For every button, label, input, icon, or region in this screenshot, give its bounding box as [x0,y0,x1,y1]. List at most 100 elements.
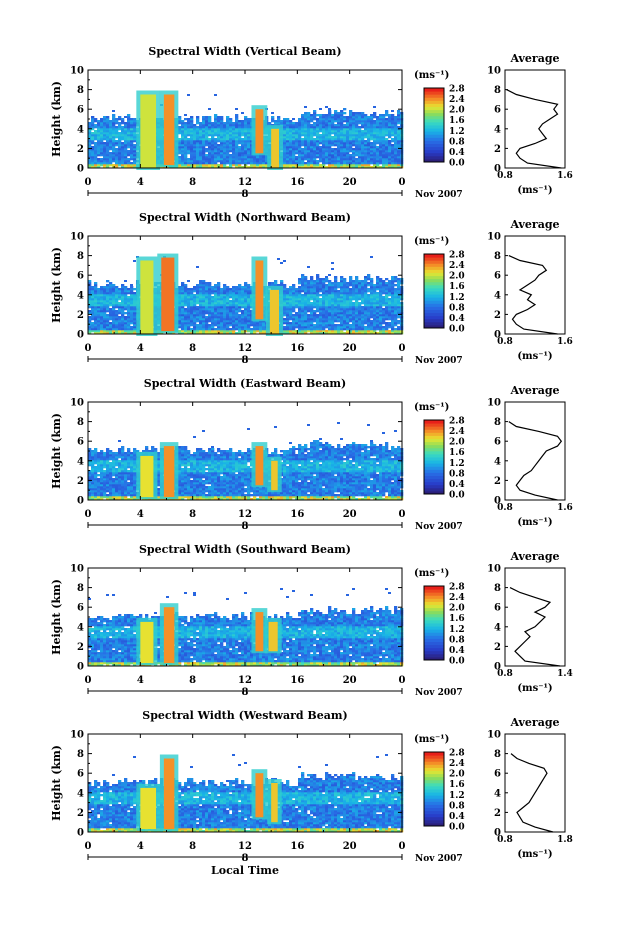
heatmap-pixel [319,166,323,169]
heatmap-pixel [382,142,386,145]
heatmap-pixel [199,138,203,141]
heatmap-pixel [316,298,320,301]
heatmap-pixel [184,284,188,287]
heatmap-pixel [301,156,305,159]
heatmap-pixel [268,284,272,287]
heatmap-pixel [181,138,185,141]
heatmap-pixel [307,112,311,115]
heatmap-pixel [340,284,344,287]
heatmap-pixel [247,128,251,131]
heatmap-pixel [391,148,395,151]
heatmap-pixel [199,328,203,331]
heatmap-pixel [352,160,356,163]
heatmap-pixel [322,294,326,297]
heatmap-pixel [340,294,344,297]
heatmap-pixel [325,298,329,301]
heatmap-pixel [322,134,326,137]
heatmap-pixel [184,148,188,151]
heatmap-pixel [91,290,95,293]
heatmap-pixel [217,128,221,131]
heatmap-pixel [205,118,209,121]
heatmap-pixel [196,134,200,137]
heatmap-pixel [214,164,218,167]
heatmap-pixel [358,326,362,329]
heatmap-pixel [118,150,122,153]
heatmap-pixel [202,116,206,119]
heatmap-pixel [115,166,119,169]
heatmap-pixel [349,134,353,137]
heatmap-pixel [106,116,110,119]
heatmap-pixel [244,136,248,139]
heatmap-pixel [160,332,164,335]
heatmap-pixel [367,132,371,135]
heatmap-pixel [205,140,209,143]
heatmap-pixel [325,324,329,327]
heatmap-pixel [106,332,110,335]
heatmap-pixel [349,304,353,307]
heatmap-pixel [394,130,398,133]
heatmap-pixel [106,290,110,293]
heatmap-pixel [340,122,344,125]
heatmap-pixel [313,320,317,323]
heatmap-pixel [391,160,395,163]
heatmap-pixel [334,120,338,123]
heatmap-pixel [94,302,98,305]
heatmap-pixel [349,276,353,279]
heatmap-pixel [205,284,209,287]
heatmap-pixel [286,306,290,309]
heatmap-pixel [88,312,92,315]
heatmap-pixel [199,284,203,287]
heatmap-pixel [130,308,134,311]
heatmap-pixel [367,160,371,163]
heatmap-pixel [304,324,308,327]
heatmap-pixel [241,320,245,323]
heatmap-pixel [127,304,131,307]
heatmap-pixel [112,314,116,317]
colorbar-segment [424,152,444,157]
colorbar-segment [424,137,444,141]
heatmap-pixel [352,292,356,295]
heatmap-pixel [205,124,209,127]
heatmap-pixel [298,136,302,139]
heatmap-pixel [112,306,116,309]
heatmap-pixel [97,140,101,143]
heatmap-pixel [196,116,200,119]
heatmap-pixel [325,302,329,305]
heatmap-pixel [106,300,110,303]
heatmap-pixel [235,298,239,301]
heatmap-pixel [310,156,314,159]
heatmap-pixel [358,140,362,143]
heatmap-pixel [211,328,215,331]
heatmap-speck [124,116,127,118]
heatmap-pixel [235,328,239,331]
heatmap-speck [271,112,274,114]
heatmap-pixel [205,164,209,167]
heatmap-pixel [196,308,200,311]
heatmap-pixel [322,328,326,331]
heatmap-pixel [235,294,239,297]
heatmap-pixel [121,142,125,145]
heatmap-pixel [367,128,371,131]
heatmap-pixel [343,108,347,111]
heatmap-pixel [97,290,101,293]
date-label: Nov 2007 [415,190,463,200]
heatmap-pixel [202,134,206,137]
heatmap-pixel [241,146,245,149]
heatmap-pixel [349,126,353,129]
heatmap-pixel [322,316,326,319]
heatmap-pixel [187,148,191,151]
heatmap-pixel [100,316,104,319]
convective-cell [271,128,280,168]
heatmap-pixel [322,306,326,309]
heatmap-pixel [211,322,215,325]
heatmap-pixel [247,160,251,163]
heatmap-pixel [352,114,356,117]
heatmap-pixel [190,292,194,295]
heatmap-pixel [235,154,239,157]
heatmap-pixel [121,120,125,123]
heatmap-pixel [202,332,206,335]
heatmap-pixel [208,310,212,313]
heatmap-pixel [319,312,323,315]
heatmap-pixel [355,128,359,131]
heatmap-pixel [382,114,386,117]
